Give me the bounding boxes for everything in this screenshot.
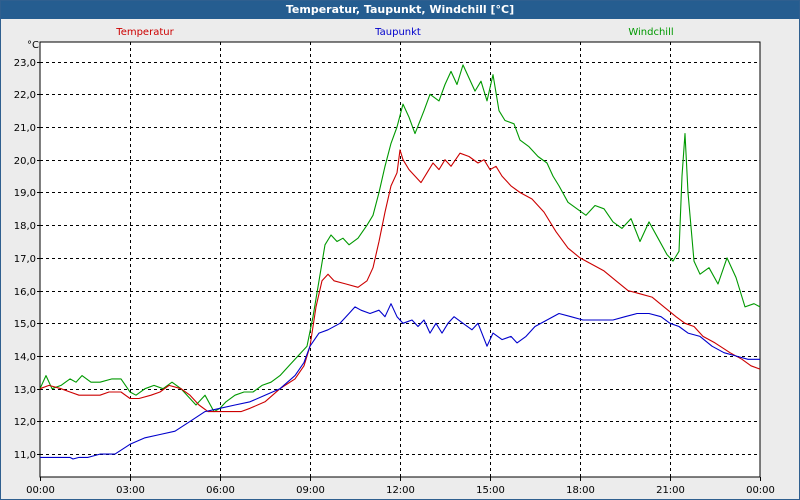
y-axis: 11,0 12,0 13,0 14,0 15,0 16,0 17,0 18,0 19,0 20,0… (14, 58, 40, 461)
y-tick-label: 17,0 (14, 254, 36, 265)
x-axis: 00:0017.10.2403:0017.10.2406:0017.10.240… (26, 477, 775, 496)
y-tick-label: 18,0 (14, 221, 36, 232)
y-tick-label: 23,0 (14, 58, 36, 69)
y-tick-label: 16,0 (14, 287, 36, 298)
y-tick-label: 13,0 (14, 385, 36, 396)
legend: Temperatur Taupunkt Windchill (115, 27, 673, 38)
series-line-windchill (39, 64, 761, 413)
x-tick-time: 15:00 (476, 485, 505, 496)
grid-lines (40, 42, 760, 477)
legend-entry: Taupunkt (374, 27, 421, 38)
y-tick-label: 14,0 (14, 352, 36, 363)
y-tick-label: 20,0 (14, 156, 36, 167)
y-tick-label: 12,0 (14, 417, 36, 428)
y-tick-label: 15,0 (14, 319, 36, 330)
chart-area: 11,0 12,0 13,0 14,0 15,0 16,0 17,0 18,0 19,0 20,0… (14, 27, 775, 496)
y-tick-label: 21,0 (14, 123, 36, 134)
series-line-temperatur (39, 149, 761, 413)
y-tick-label: 22,0 (14, 90, 36, 101)
x-tick-time: 09:00 (296, 485, 325, 496)
x-tick-time: 00:00 (26, 485, 55, 496)
series-lines (39, 64, 761, 460)
y-tick-label: 19,0 (14, 188, 36, 199)
legend-entry: Temperatur (115, 27, 174, 38)
x-tick-time: 00:00 (746, 485, 775, 496)
y-axis-label: °C (27, 40, 39, 51)
x-tick-time: 18:00 (566, 485, 595, 496)
x-tick-time: 06:00 (206, 485, 235, 496)
x-tick-time: 12:00 (386, 485, 415, 496)
x-tick-time: 21:00 (656, 485, 685, 496)
series-line-taupunkt (40, 303, 760, 460)
window-title: Temperatur, Taupunkt, Windchill [°C] (1, 1, 799, 19)
y-tick-label: 11,0 (14, 450, 36, 461)
x-tick-time: 03:00 (116, 485, 145, 496)
legend-entry: Windchill (628, 27, 673, 38)
